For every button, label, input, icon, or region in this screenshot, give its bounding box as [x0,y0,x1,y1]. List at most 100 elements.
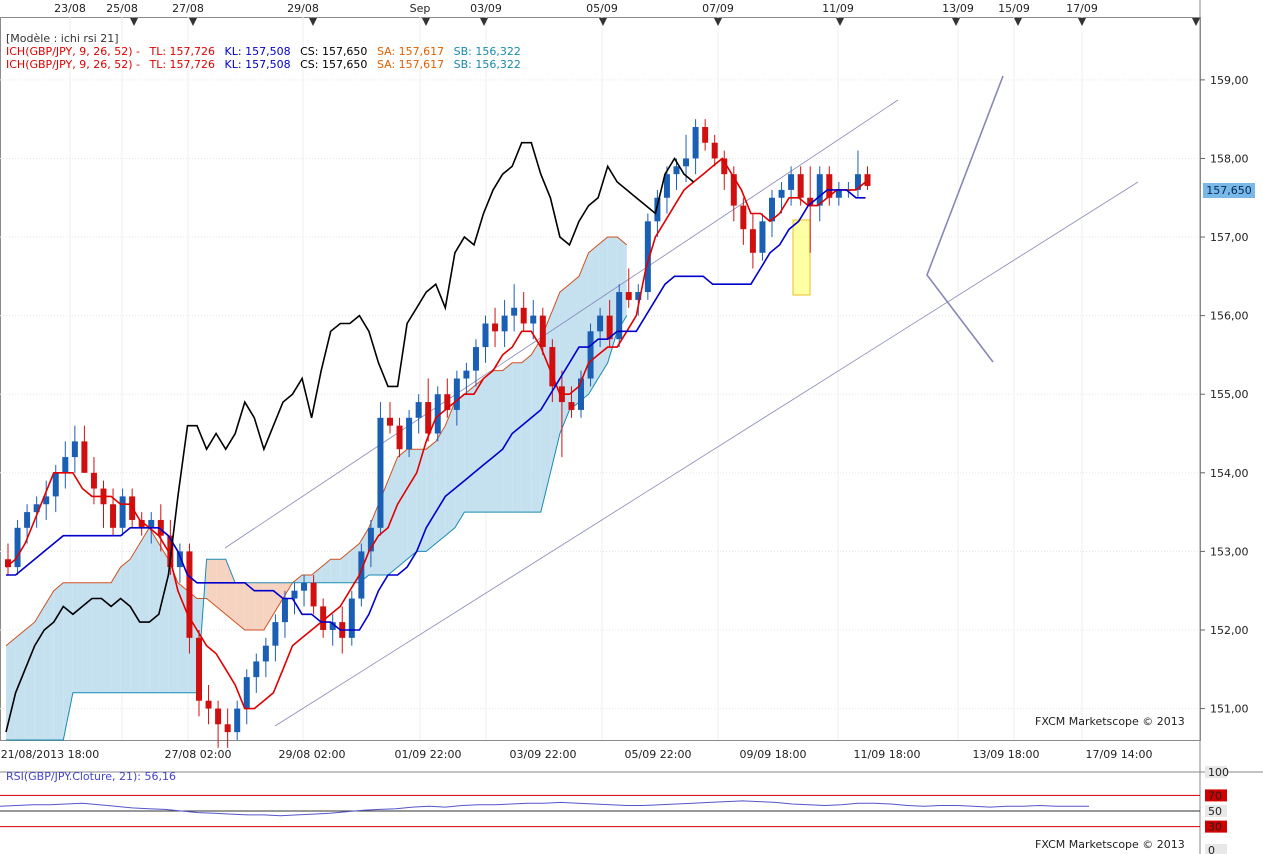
cloud-segment [139,527,150,693]
bottom-date-label: 05/09 22:00 [625,748,692,761]
candle-body [71,441,78,458]
y-tick-label: 157,00 [1210,231,1249,244]
top-date-label: 23/08 [54,2,86,15]
last-price-badge: 157,650 [1203,183,1255,198]
cloud-segment [168,559,178,693]
channel-upper-line [224,99,899,549]
cloud-segment [111,567,121,693]
top-date-label: 07/09 [702,2,734,15]
cloud-segment [25,622,35,740]
cloud-segment [82,582,92,693]
candle-body [539,315,546,348]
candle-body [234,708,241,733]
top-date-label: 13/09 [942,2,974,15]
candle-body [320,606,327,630]
legend-kijun: KL: 157,508 [224,45,291,58]
cloud-segment [512,362,522,513]
candle-body [329,622,336,630]
legend-chikou: CS: 157,650 [300,45,368,58]
senkou-span-b-line [6,315,628,741]
rsi-tick-bg [1205,820,1227,833]
session-marker [836,18,844,26]
cloud-segment [72,582,83,693]
y-tick-label: 153,00 [1210,545,1249,558]
candle-body [854,174,861,190]
candle-body [243,677,250,709]
candle-body [377,417,384,528]
top-date-label: 25/08 [106,2,138,15]
cloud-segment [254,582,264,630]
candle-body [778,189,785,198]
candle-body [272,622,279,646]
top-date-label: Sep [410,2,431,15]
bottom-date-label: 21/08/2013 18:00 [1,748,100,761]
candle-body [387,417,393,426]
legend-kijun: KL: 157,508 [224,58,291,71]
cloud-segment [311,567,322,583]
candle-body [644,221,651,293]
candle-body [81,441,88,473]
cloud-segment [158,543,169,693]
candle-body [520,307,527,324]
candle-body [549,347,556,387]
session-marker [599,18,607,26]
cloud-segment [44,590,54,740]
candle-body [711,142,718,159]
candle-body [721,158,728,175]
candle-body [453,378,460,410]
cloud-segment [531,339,541,513]
session-marker [189,18,197,26]
credit-rsi: FXCM Marketscope © 2013 [1035,838,1185,851]
top-date-label: 03/09 [470,2,502,15]
candle-body [396,425,403,450]
candle-body [262,645,269,662]
session-marker [130,18,138,26]
session-marker [309,18,317,26]
cloud-segment [559,284,570,434]
top-date-label: 27/08 [172,2,204,15]
senkou-span-a-line [5,236,628,647]
rsi-tick-bg [1205,844,1227,854]
candle-body [205,700,212,709]
candle-body [310,582,317,607]
candle-body [291,590,298,599]
y-tick-label: 152,00 [1210,624,1249,637]
cloud-segment [502,362,513,513]
legend-tenkan: TL: 157,726 [149,58,216,71]
legend-tenkan: TL: 157,726 [149,45,216,58]
pitchfork-line [926,75,1004,363]
session-marker [422,18,430,26]
candle-body [444,394,451,410]
session-marker [480,18,488,26]
ichimoku-legend-line-2: ICH(GBP/JPY, 9, 26, 52) - TL: 157,726 KL… [6,58,527,71]
legend-ich-name: ICH(GBP/JPY, 9, 26, 52) - [6,58,140,71]
cloud-segment [235,582,245,630]
candle-body [587,331,594,379]
candle-body [492,323,499,332]
legend-span-b: SB: 156,322 [453,58,521,71]
candle-body [348,598,355,638]
top-date-label: 15/09 [998,2,1030,15]
candle-body [33,504,40,513]
rsi-tick-label: 70 [1208,789,1222,802]
candle-body [434,394,441,434]
cloud-segment [473,378,484,513]
candle-body [606,315,613,340]
ichimoku-legend-line-1: ICH(GBP/JPY, 9, 26, 52) - TL: 157,726 KL… [6,45,527,58]
session-marker [1192,18,1200,26]
candle-body [148,519,155,528]
cloud-segment [15,629,26,740]
candle-body [157,519,164,536]
rsi-line [0,800,1089,817]
candle-body [597,315,604,332]
candle-body [281,598,288,623]
candle-body [425,402,432,434]
rsi-tick-bg [1205,805,1227,817]
cloud-segment [263,582,274,630]
cloud-segment [454,394,465,528]
candle-body [224,724,231,733]
rsi-label: RSI(GBP/JPY.Cloture, 21): 56,16 [6,770,176,783]
y-tick-label: 151,00 [1210,703,1249,716]
candle-body [530,315,537,324]
cloud-segment [120,559,131,693]
